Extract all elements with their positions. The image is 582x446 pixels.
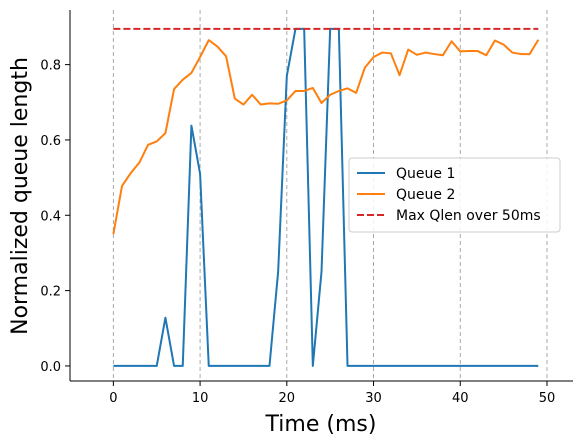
legend-box <box>348 157 561 233</box>
series-line-2 <box>112 39 540 235</box>
y-tick-label: 0.6 <box>40 134 61 149</box>
x-tick-label: 40 <box>452 391 469 406</box>
x-tick-label: 50 <box>539 391 556 406</box>
y-tick-label: 0.2 <box>40 285 61 300</box>
series-line-1 <box>113 27 539 367</box>
x-tick-label: 10 <box>192 391 209 406</box>
y-tick-label: 0.4 <box>40 209 61 224</box>
axes <box>69 10 573 382</box>
legend-label: Max Qlen over 50ms <box>396 208 541 224</box>
y-tick-label: 0.8 <box>40 59 61 74</box>
legend-label: Queue 1 <box>396 166 455 182</box>
y-tick-label: 0.0 <box>40 360 61 375</box>
x-tick-label: 0 <box>109 391 117 406</box>
series-lines <box>112 27 540 367</box>
legend: Queue 1 Queue 2 Max Qlen over 50ms <box>348 157 561 233</box>
legend-label: Queue 2 <box>396 187 455 203</box>
y-axis-label: Normalized queue length <box>8 57 33 335</box>
x-tick-label: 20 <box>279 391 296 406</box>
x-tick-label: 30 <box>365 391 382 406</box>
ticks: 0 10 20 30 40 50 0.0 0.2 0.4 0.6 0.8 <box>40 59 555 406</box>
x-axis-label: Time (ms) <box>265 412 377 437</box>
